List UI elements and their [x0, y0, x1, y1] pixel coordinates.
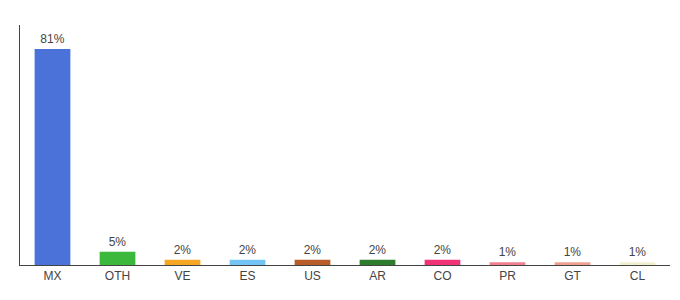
- svg-text:2%: 2%: [434, 243, 452, 257]
- svg-text:VE: VE: [174, 269, 190, 283]
- svg-text:US: US: [304, 269, 321, 283]
- svg-text:MX: MX: [44, 269, 62, 283]
- svg-text:CL: CL: [630, 269, 646, 283]
- svg-text:ES: ES: [239, 269, 255, 283]
- svg-text:2%: 2%: [174, 243, 192, 257]
- svg-text:OTH: OTH: [105, 269, 130, 283]
- svg-text:1%: 1%: [564, 245, 582, 259]
- svg-text:1%: 1%: [499, 245, 517, 259]
- svg-text:AR: AR: [369, 269, 386, 283]
- svg-text:PR: PR: [499, 269, 516, 283]
- svg-text:2%: 2%: [369, 243, 387, 257]
- svg-text:2%: 2%: [239, 243, 257, 257]
- svg-text:2%: 2%: [304, 243, 322, 257]
- svg-text:1%: 1%: [629, 245, 647, 259]
- svg-text:GT: GT: [564, 269, 581, 283]
- svg-text:CO: CO: [434, 269, 452, 283]
- svg-text:5%: 5%: [109, 235, 127, 249]
- svg-text:81%: 81%: [40, 32, 64, 46]
